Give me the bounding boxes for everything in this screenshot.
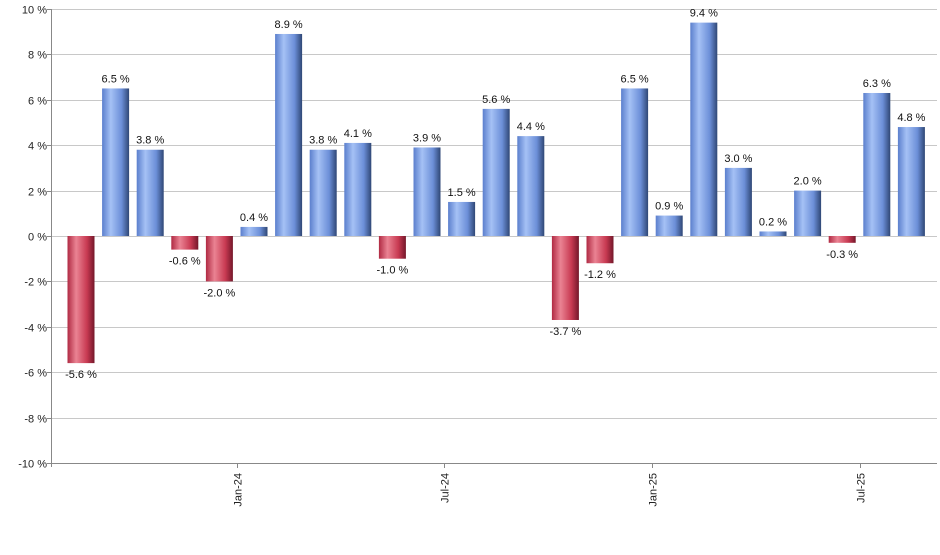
x-tick-label: Jul-25 [856, 473, 868, 503]
data-label: 5.6 % [482, 94, 510, 106]
x-tick-label: Jul-24 [440, 473, 452, 503]
y-tick-label: 4 % [28, 141, 47, 153]
data-label: 3.9 % [413, 132, 441, 144]
bar-positive [309, 149, 337, 236]
bar-positive [413, 147, 441, 236]
bar-positive [621, 88, 649, 236]
axes [47, 9, 937, 468]
bar-positive [794, 190, 822, 236]
data-label: 8.9 % [275, 19, 303, 31]
y-tick-label: -8 % [24, 414, 47, 426]
data-label: 0.9 % [655, 201, 683, 213]
data-label: 4.4 % [517, 121, 545, 133]
data-labels: -5.6 % 6.5 % 3.8 % -0.6 % -2.0 % 0.4 % 8.9 % 3.… [65, 8, 926, 381]
bar-positive [759, 231, 787, 236]
bar-negative [205, 236, 233, 282]
data-label: 9.4 % [690, 8, 718, 20]
bar-positive [275, 33, 303, 236]
data-label: 6.3 % [863, 78, 891, 90]
data-label: 6.5 % [621, 73, 649, 85]
data-label: 4.1 % [344, 128, 372, 140]
bars [67, 22, 925, 364]
y-tick-label: -6 % [24, 368, 47, 380]
y-tick-label: 2 % [28, 187, 47, 199]
bar-positive [240, 226, 268, 236]
bar-positive [690, 22, 718, 237]
data-label: 3.0 % [724, 153, 752, 165]
bar-positive [136, 149, 164, 236]
y-axis-tick-labels: 10 % 8 % 6 % 4 % 2 % 0 % -2 % -4 % -6 % -8 % -10 % [18, 5, 47, 471]
bar-negative [171, 236, 199, 250]
bar-negative [67, 236, 95, 364]
data-label: 1.5 % [448, 187, 476, 199]
data-label: 6.5 % [102, 73, 130, 85]
data-label: -3.7 % [550, 326, 582, 338]
data-label: -0.6 % [169, 256, 201, 268]
bar-positive [448, 201, 476, 236]
y-tick-label: -10 % [18, 459, 47, 471]
bar-positive [517, 136, 545, 236]
data-label: 2.0 % [794, 176, 822, 188]
bar-positive [655, 215, 683, 236]
y-tick-label: 10 % [22, 5, 47, 17]
y-tick-label: -4 % [24, 323, 47, 335]
data-label: 0.2 % [759, 216, 787, 228]
data-label: 4.8 % [897, 112, 925, 124]
bar-negative [551, 236, 579, 320]
bar-positive [344, 142, 372, 236]
y-tick-label: 6 % [28, 96, 47, 108]
x-tick-label: Jan-24 [233, 473, 245, 507]
data-label: 3.8 % [136, 135, 164, 147]
y-tick-label: 8 % [28, 50, 47, 62]
bar-positive [102, 88, 130, 236]
data-label: -2.0 % [204, 287, 236, 299]
bar-positive [897, 127, 925, 236]
data-label: 0.4 % [240, 212, 268, 224]
x-tick-label: Jan-25 [648, 473, 660, 507]
bar-positive [482, 108, 510, 236]
bar-negative [586, 236, 614, 264]
data-label: 3.8 % [309, 135, 337, 147]
data-label: -5.6 % [65, 369, 97, 381]
bar-positive [863, 92, 891, 237]
data-label: -0.3 % [826, 249, 858, 261]
y-tick-label: 0 % [28, 232, 47, 244]
x-axis-tick-labels: Jan-24 Jul-24 Jan-25 Jul-25 [233, 473, 868, 507]
bar-negative [378, 236, 406, 259]
data-label: -1.0 % [377, 265, 409, 277]
bar-negative [828, 236, 856, 243]
y-tick-label: -2 % [24, 277, 47, 289]
data-label: -1.2 % [584, 269, 616, 281]
bar-positive [724, 167, 752, 236]
